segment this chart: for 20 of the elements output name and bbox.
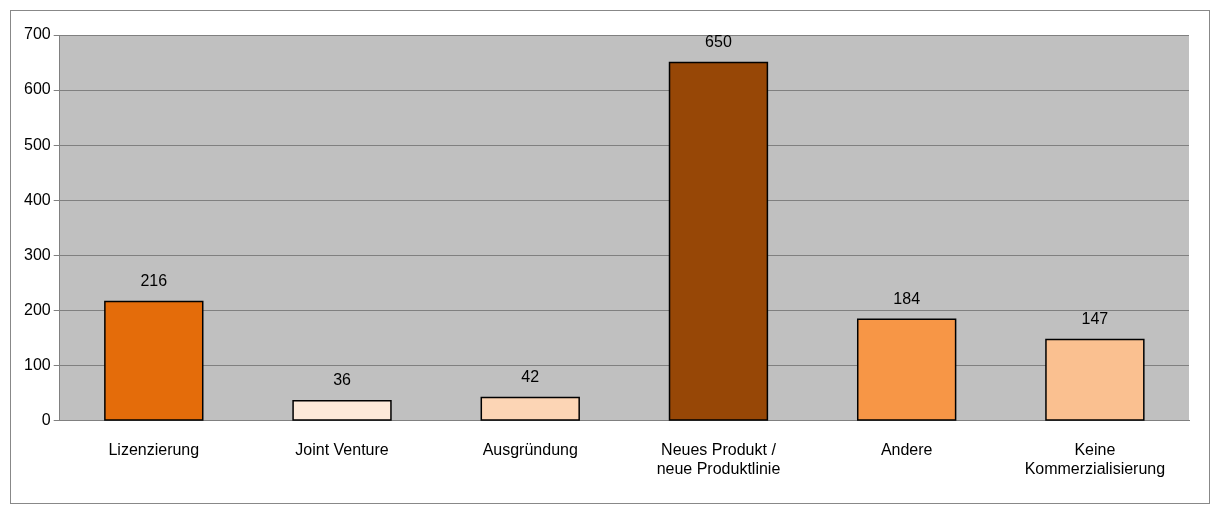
data-label: 216	[140, 272, 168, 290]
x-tick-label: Ausgründung	[482, 440, 578, 458]
y-tick-label: 700	[23, 25, 51, 43]
x-tick-label: Andere	[880, 440, 933, 458]
y-tick-label: 200	[23, 300, 51, 318]
x-tick-label: Keine Kommerzialisierung	[1024, 440, 1166, 477]
data-label: 650	[705, 32, 732, 50]
data-label: 184	[893, 289, 921, 307]
data-label: 36	[333, 371, 352, 389]
y-tick-label: 0	[41, 411, 51, 429]
y-tick-label: 400	[23, 190, 51, 208]
x-tick-label: Joint Venture	[295, 440, 389, 458]
data-label: 42	[521, 367, 540, 385]
y-tick-label: 300	[23, 245, 51, 263]
y-tick-label: 500	[23, 135, 51, 153]
data-label: 147	[1081, 310, 1109, 328]
y-tick-label: 100	[23, 355, 51, 373]
y-tick-label: 600	[23, 80, 51, 98]
x-tick-label: Neues Produkt / neue Produktlinie	[656, 440, 781, 477]
x-tick-label: Lizenzierung	[108, 440, 200, 458]
